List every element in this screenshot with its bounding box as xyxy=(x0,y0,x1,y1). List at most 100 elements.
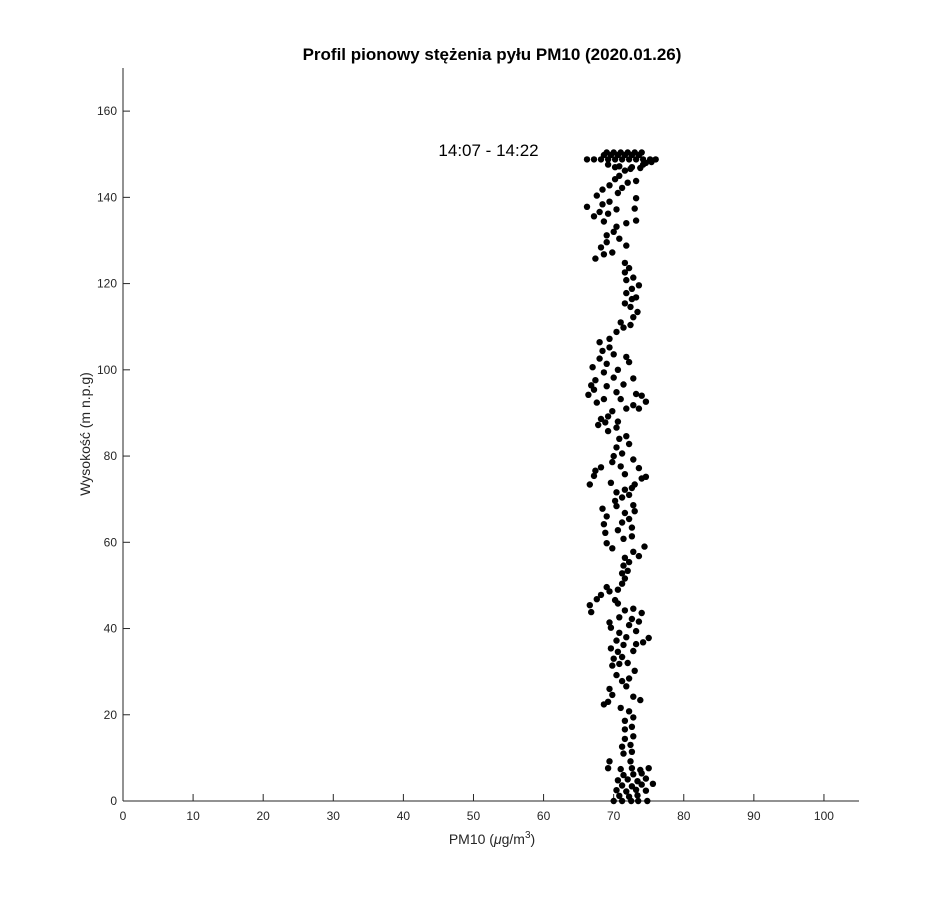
data-point xyxy=(632,177,640,185)
data-point xyxy=(617,704,624,712)
data-point xyxy=(607,645,615,652)
data-point xyxy=(610,655,617,662)
data-point xyxy=(617,149,624,156)
data-point xyxy=(604,765,612,772)
data-point xyxy=(621,269,629,276)
data-point xyxy=(603,383,610,390)
data-point xyxy=(593,596,600,603)
data-point xyxy=(592,377,599,384)
data-point xyxy=(600,251,608,258)
data-point xyxy=(618,743,626,750)
data-point xyxy=(616,435,623,442)
data-point xyxy=(603,239,610,246)
data-point xyxy=(604,413,612,420)
data-point xyxy=(635,552,643,560)
data-point xyxy=(632,390,640,398)
data-point xyxy=(618,653,626,661)
data-point xyxy=(617,463,624,470)
data-point xyxy=(631,205,638,212)
data-point xyxy=(592,255,599,262)
x-axis-label-sup: 3 xyxy=(525,830,531,841)
data-point xyxy=(618,450,626,457)
data-point xyxy=(630,548,637,555)
data-point xyxy=(603,149,610,156)
data-point xyxy=(632,195,640,202)
data-point xyxy=(630,402,637,409)
data-point xyxy=(604,427,612,435)
data-point xyxy=(610,351,617,358)
data-point xyxy=(613,206,620,213)
x-tick-label: 60 xyxy=(537,809,551,823)
data-point xyxy=(628,765,636,772)
data-point xyxy=(632,786,640,793)
data-point xyxy=(623,220,630,227)
data-point xyxy=(645,634,652,642)
x-axis-label-main: PM10 ( xyxy=(449,831,494,847)
data-point xyxy=(625,793,633,800)
data-point xyxy=(597,415,605,423)
data-point xyxy=(613,389,620,396)
x-tick-label: 10 xyxy=(186,809,200,823)
data-point xyxy=(632,217,640,224)
data-point xyxy=(596,208,603,216)
data-point xyxy=(614,777,622,784)
data-point xyxy=(616,660,623,668)
data-point xyxy=(613,637,620,644)
data-point xyxy=(621,726,629,733)
data-point xyxy=(610,149,617,156)
data-point xyxy=(593,399,600,406)
data-point xyxy=(635,618,643,625)
data-point xyxy=(613,502,620,510)
data-point xyxy=(625,708,633,715)
data-point xyxy=(588,608,595,616)
data-point xyxy=(642,159,650,167)
x-axis-label-mu: μ xyxy=(493,831,502,847)
data-point xyxy=(620,641,627,649)
data-point xyxy=(604,161,612,168)
data-point xyxy=(632,627,640,635)
data-point xyxy=(642,473,650,480)
data-point xyxy=(585,391,592,398)
x-tick-label: 20 xyxy=(257,809,271,823)
data-point xyxy=(627,303,634,311)
data-point xyxy=(606,619,613,626)
data-point xyxy=(606,198,613,205)
data-point xyxy=(596,339,603,346)
data-points xyxy=(583,149,659,805)
y-tick-label: 60 xyxy=(104,535,118,549)
data-point xyxy=(621,259,629,267)
data-point xyxy=(645,765,652,772)
data-point xyxy=(638,609,645,617)
data-point xyxy=(639,639,647,646)
data-point xyxy=(635,797,642,805)
x-axis-label: PM10 (μg/m3) xyxy=(449,830,535,847)
data-point xyxy=(648,158,655,166)
data-point xyxy=(621,167,629,174)
data-point xyxy=(630,714,637,721)
data-point xyxy=(621,486,629,493)
data-point xyxy=(625,621,633,629)
data-point xyxy=(613,489,620,496)
data-point xyxy=(621,607,629,614)
data-point xyxy=(614,189,622,197)
data-point xyxy=(611,596,619,604)
data-point xyxy=(618,677,626,685)
data-point xyxy=(628,164,636,171)
data-point xyxy=(623,276,630,284)
data-point xyxy=(606,685,613,693)
data-point xyxy=(610,228,617,235)
data-point xyxy=(590,213,598,220)
data-point xyxy=(635,282,643,289)
data-point xyxy=(628,748,636,755)
data-point xyxy=(634,308,641,316)
data-point xyxy=(590,472,598,480)
data-point xyxy=(599,347,606,355)
data-point xyxy=(634,792,641,799)
data-point xyxy=(614,418,622,425)
data-point xyxy=(621,471,629,478)
data-point xyxy=(649,780,657,787)
data-point xyxy=(628,783,636,790)
data-point xyxy=(631,149,638,156)
data-point xyxy=(606,335,613,342)
